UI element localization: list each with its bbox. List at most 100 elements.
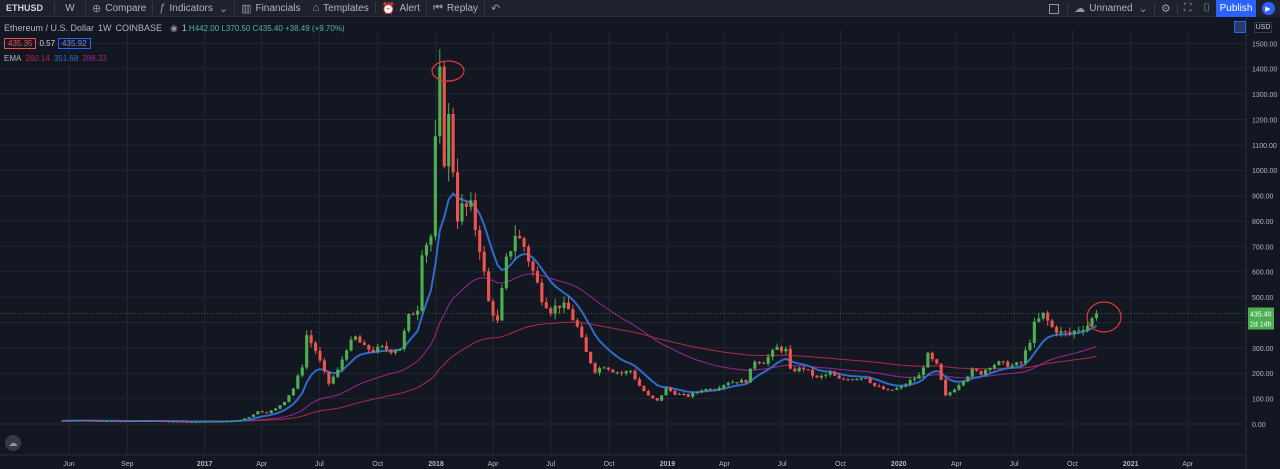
interval-button[interactable]: W bbox=[65, 2, 75, 14]
candle-body bbox=[655, 398, 659, 401]
candle-body bbox=[176, 421, 180, 423]
plus-circle-icon: ⊕ bbox=[92, 2, 102, 15]
video-ideas-button[interactable]: ▶ bbox=[1256, 0, 1280, 17]
candle-body bbox=[731, 382, 735, 384]
tradingview-logo-icon[interactable]: ☁ bbox=[5, 435, 21, 451]
interval-label: 1W bbox=[98, 23, 112, 33]
price-chart[interactable]: 0.00100.00200.00300.00400.00500.00600.00… bbox=[0, 17, 1280, 469]
financials-button[interactable]: ▥ Financials bbox=[235, 0, 306, 17]
price-tick-label: 1300.00 bbox=[1252, 92, 1277, 99]
candle-body bbox=[1046, 312, 1050, 321]
settings-button[interactable]: ⚙ bbox=[1155, 0, 1177, 17]
undo-button[interactable]: ↶ bbox=[485, 0, 506, 17]
templates-label: Templates bbox=[323, 2, 369, 14]
candle-body bbox=[424, 244, 429, 256]
candle-body bbox=[504, 256, 508, 289]
candle-body bbox=[611, 369, 615, 373]
price-tick-label: 600.00 bbox=[1252, 270, 1274, 277]
play-icon: ▶ bbox=[1261, 2, 1275, 15]
price-tick-label: 1400.00 bbox=[1252, 67, 1277, 74]
candle-body bbox=[673, 391, 677, 395]
candle-body bbox=[349, 339, 353, 351]
time-tick-label: Jun bbox=[63, 461, 74, 468]
annotations bbox=[431, 60, 1122, 333]
candle-body bbox=[806, 369, 810, 371]
candle-body bbox=[411, 313, 415, 315]
fullscreen-toggle[interactable] bbox=[1041, 0, 1067, 17]
candle-body bbox=[345, 350, 349, 360]
candle-body bbox=[966, 376, 970, 382]
time-tick-label: Apr bbox=[488, 461, 500, 468]
candle-body bbox=[455, 172, 460, 222]
candle-body bbox=[677, 393, 681, 395]
candle-body bbox=[1015, 362, 1019, 366]
bid-price[interactable]: 435.35 bbox=[4, 37, 37, 49]
candle-body bbox=[952, 389, 957, 393]
symbol-title[interactable]: Ethereum / U.S. Dollar bbox=[4, 23, 95, 33]
eye-icon[interactable]: ◉ bbox=[170, 22, 178, 33]
candle-body bbox=[518, 235, 522, 239]
candle-body bbox=[704, 389, 708, 391]
candle-body bbox=[846, 379, 850, 381]
candle-body bbox=[935, 359, 939, 364]
candle-body bbox=[234, 420, 238, 422]
candle-body bbox=[358, 336, 362, 343]
candle-body bbox=[819, 375, 823, 378]
candle-body bbox=[895, 388, 899, 390]
ask-price[interactable]: 435.92 bbox=[58, 37, 91, 49]
last-price-label: 435.40 bbox=[1250, 311, 1272, 318]
candle-body bbox=[1006, 361, 1010, 367]
candle-body bbox=[797, 367, 801, 372]
publish-button[interactable]: Publish bbox=[1216, 0, 1256, 17]
candle-body bbox=[651, 395, 655, 399]
object-tree-button[interactable] bbox=[1234, 21, 1246, 33]
candle-body bbox=[970, 368, 974, 377]
candle-body bbox=[824, 374, 828, 376]
candle-body bbox=[1001, 361, 1005, 363]
open-prefix: 1 bbox=[181, 23, 187, 33]
ema-value-blue: 351.68 bbox=[53, 53, 79, 63]
candle-body bbox=[198, 421, 202, 423]
compare-button[interactable]: ⊕ Compare bbox=[86, 0, 152, 17]
price-tick-label: 1000.00 bbox=[1252, 168, 1277, 175]
chevron-down-icon: ⌄ bbox=[1138, 3, 1148, 15]
snapshot-button[interactable]: ⌷ bbox=[1197, 0, 1216, 17]
candle-body bbox=[855, 379, 859, 381]
currency-label[interactable]: USD bbox=[1254, 22, 1272, 33]
candle-body bbox=[1050, 320, 1054, 328]
candle-body bbox=[322, 360, 326, 372]
candle-body bbox=[487, 271, 491, 302]
ema-label[interactable]: EMA bbox=[4, 53, 22, 63]
fullscreen-button[interactable]: ⛶ bbox=[1178, 0, 1198, 17]
candle-body bbox=[416, 310, 420, 315]
layout-menu[interactable]: ☁ Unnamed ⌄ bbox=[1068, 0, 1154, 17]
alert-button[interactable]: ⏰ Alert bbox=[376, 0, 426, 17]
replay-button[interactable]: ⏮ Replay bbox=[427, 0, 484, 17]
candle-body bbox=[429, 236, 433, 245]
candle-body bbox=[744, 379, 748, 383]
ema-lines bbox=[62, 192, 1098, 423]
candle-body bbox=[624, 371, 628, 374]
candle-body bbox=[92, 420, 96, 422]
candle-body bbox=[464, 203, 468, 207]
candle-body bbox=[535, 270, 539, 283]
indicators-button[interactable]: ƒ Indicators ⌄ bbox=[153, 0, 234, 17]
price-axis: 0.00100.00200.00300.00400.00500.00600.00… bbox=[0, 17, 1280, 469]
price-tick-label: 200.00 bbox=[1252, 371, 1274, 378]
candle-body bbox=[154, 420, 158, 422]
templates-button[interactable]: ⌂ Templates bbox=[307, 0, 375, 17]
candle-body bbox=[739, 379, 744, 383]
candle-body bbox=[278, 405, 282, 409]
candle-body bbox=[336, 369, 340, 377]
latest-circle-annotation bbox=[1086, 301, 1122, 333]
candle-body bbox=[189, 421, 193, 423]
divider bbox=[85, 2, 86, 14]
candle-body bbox=[163, 421, 167, 423]
candle-body bbox=[420, 255, 424, 311]
candle-body bbox=[140, 420, 145, 422]
symbol-search[interactable]: ETHUSD bbox=[6, 3, 44, 13]
ema-value-purple: 288.33 bbox=[82, 53, 107, 63]
candle-body bbox=[132, 420, 136, 422]
candle-body bbox=[500, 288, 504, 321]
candle-body bbox=[1032, 321, 1036, 343]
